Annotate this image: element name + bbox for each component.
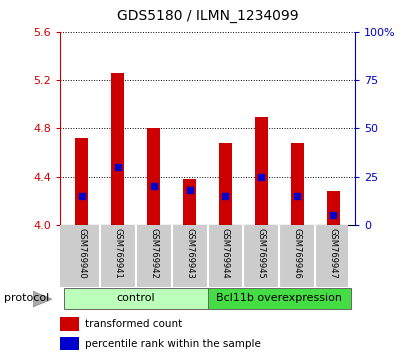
Bar xyxy=(111,73,124,225)
Bar xyxy=(291,143,304,225)
Text: GSM769945: GSM769945 xyxy=(257,228,266,279)
Text: Bcl11b overexpression: Bcl11b overexpression xyxy=(216,293,342,303)
Text: GSM769942: GSM769942 xyxy=(149,228,158,279)
Bar xyxy=(60,317,79,331)
Bar xyxy=(183,179,196,225)
Text: GSM769941: GSM769941 xyxy=(113,228,122,279)
Text: GSM769946: GSM769946 xyxy=(293,228,302,279)
Bar xyxy=(255,118,268,225)
Text: transformed count: transformed count xyxy=(85,319,183,329)
Text: GSM769944: GSM769944 xyxy=(221,228,230,279)
Text: percentile rank within the sample: percentile rank within the sample xyxy=(85,339,261,349)
Text: GDS5180 / ILMN_1234099: GDS5180 / ILMN_1234099 xyxy=(117,9,298,23)
Bar xyxy=(208,288,351,309)
Polygon shape xyxy=(33,291,52,307)
Text: control: control xyxy=(116,293,155,303)
Text: GSM769947: GSM769947 xyxy=(329,228,338,279)
Bar xyxy=(76,138,88,225)
Bar xyxy=(60,337,79,350)
Bar xyxy=(64,288,208,309)
Bar xyxy=(327,191,339,225)
Text: protocol: protocol xyxy=(4,293,49,303)
Bar xyxy=(219,143,232,225)
Text: GSM769940: GSM769940 xyxy=(77,228,86,279)
Text: GSM769943: GSM769943 xyxy=(185,228,194,279)
Bar xyxy=(147,128,160,225)
